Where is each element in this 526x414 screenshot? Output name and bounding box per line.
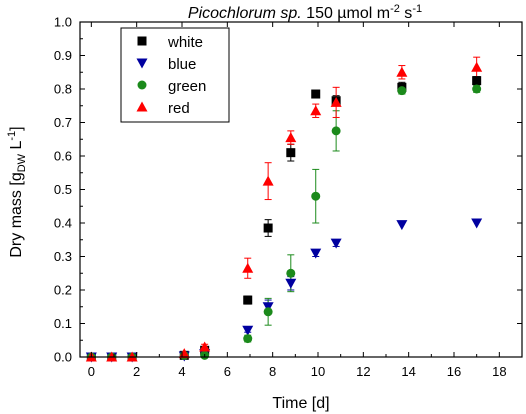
chart-title-text: 150 µmol m <box>302 5 390 22</box>
legend-label-white: white <box>167 34 203 51</box>
marker-green <box>286 268 296 278</box>
marker-red <box>396 66 408 77</box>
y-tick-label: 0.2 <box>54 283 72 298</box>
y-tick-label: 0.6 <box>54 149 72 164</box>
x-tick-label: 18 <box>492 364 506 379</box>
y-tick-label: 1.0 <box>54 15 72 30</box>
y-axis-title-main: Dry mass [g <box>8 172 25 257</box>
legend: white blue green red <box>120 27 230 123</box>
marker-green <box>331 126 341 136</box>
marker-white <box>243 295 253 305</box>
chart-title-mid: s <box>400 5 412 22</box>
marker-green <box>263 307 273 317</box>
marker-green <box>243 334 253 344</box>
marker-blue <box>330 238 342 249</box>
marker-red <box>310 105 322 116</box>
y-axis-title-sub: DW <box>16 153 28 172</box>
marker-blue <box>242 325 254 336</box>
marker-white <box>286 148 296 158</box>
y-tick-label: 0.8 <box>54 82 72 97</box>
x-tick-label: 2 <box>133 364 140 379</box>
marker-green <box>311 191 321 201</box>
legend-label-green: green <box>168 78 206 95</box>
legend-marker-red <box>136 101 148 112</box>
chart-title: Picochlorum sp. 150 µmol m-2 s-1 <box>188 3 422 22</box>
y-tick-label: 0.9 <box>54 48 72 63</box>
x-tick-label: 8 <box>269 364 276 379</box>
x-tick-label: 4 <box>178 364 185 379</box>
y-tick-label: 0.4 <box>54 216 72 231</box>
legend-marker-green <box>137 80 147 90</box>
legend-marker-blue <box>136 58 148 69</box>
x-tick-label: 16 <box>447 364 461 379</box>
marker-blue <box>262 302 274 313</box>
marker-red <box>242 262 254 273</box>
x-tick-label: 12 <box>356 364 370 379</box>
y-axis-title-mid: L <box>8 141 25 154</box>
x-tick-label: 6 <box>224 364 231 379</box>
marker-white <box>263 223 273 233</box>
marker-green <box>472 84 482 94</box>
marker-red <box>262 175 274 186</box>
marker-blue <box>396 220 408 231</box>
x-tick-label: 0 <box>88 364 95 379</box>
chart-title-sup1: -2 <box>390 3 400 15</box>
marker-white <box>311 89 321 99</box>
marker-blue <box>285 278 297 289</box>
marker-green <box>397 86 407 96</box>
marker-blue <box>471 218 483 229</box>
y-axis-title-sup: -1 <box>6 131 18 141</box>
y-tick-label: 0.3 <box>54 249 72 264</box>
y-tick-label: 0.0 <box>54 350 72 365</box>
legend-label-blue: blue <box>168 56 196 73</box>
chart-title-italic: Picochlorum sp. <box>188 5 302 22</box>
x-axis-title: Time [d] <box>272 395 329 412</box>
y-axis-title-end: ] <box>8 126 25 130</box>
x-tick-label: 10 <box>311 364 325 379</box>
marker-white <box>472 76 482 86</box>
x-tick-label: 14 <box>401 364 415 379</box>
y-tick-label: 0.1 <box>54 316 72 331</box>
y-tick-label: 0.7 <box>54 115 72 130</box>
marker-red <box>285 132 297 143</box>
legend-label-red: red <box>168 100 190 117</box>
y-axis-title: Dry mass [gDW L-1] <box>6 126 28 257</box>
marker-red <box>330 96 342 107</box>
axes: 0 2 4 6 8 10 12 14 16 18 0.0 0.1 0.2 0.3 0.4 0.5 0.6 0.7 0… <box>54 15 523 379</box>
marker-blue <box>310 248 322 259</box>
y-tick-label: 0.5 <box>54 182 72 197</box>
marker-red <box>471 61 483 72</box>
legend-marker-white <box>137 36 147 46</box>
marker-red <box>199 341 211 352</box>
chart-title-sup2: -1 <box>412 3 422 15</box>
